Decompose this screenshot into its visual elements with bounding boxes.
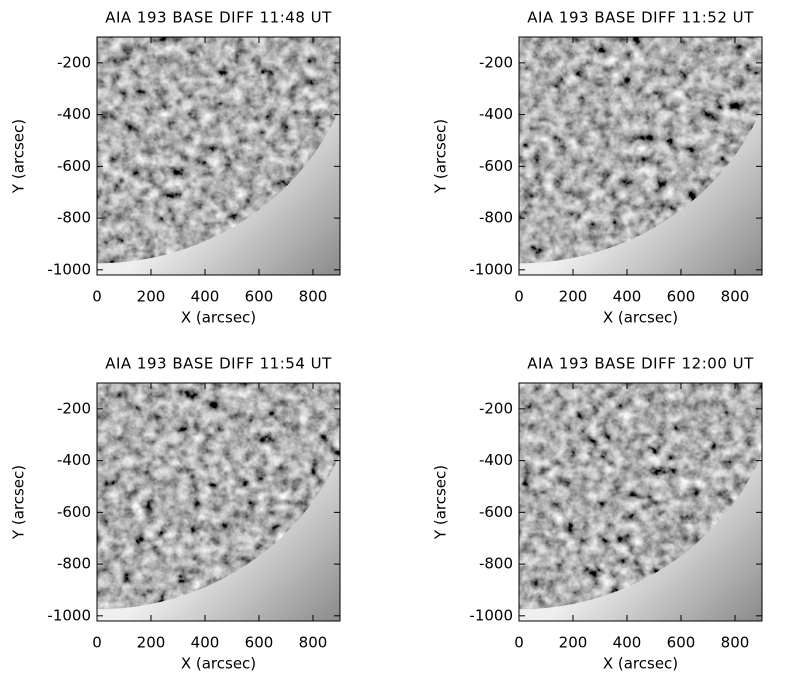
x-tick-label: 200 [559,634,588,652]
y-tick-label: -200 [57,53,91,71]
axes-frame [96,36,341,276]
x-tick-label: 200 [137,288,166,306]
y-tick-label: -800 [57,209,91,227]
y-tick-label: -800 [479,555,513,573]
y-tick-label: -400 [479,451,513,469]
x-tick-label: 800 [721,288,750,306]
x-tick-label: 600 [667,634,696,652]
y-tick-label: -800 [57,555,91,573]
x-tick-label: 800 [721,634,750,652]
y-tick-label: -600 [57,157,91,175]
x-tick-label: 0 [514,634,524,652]
x-tick-label: 800 [299,288,328,306]
y-axis-label: Y (arcsec) [10,119,28,194]
panel-title: AIA 193 BASE DIFF 12:00 UT [527,355,754,373]
panel-title: AIA 193 BASE DIFF 11:54 UT [105,355,332,373]
y-axis-label: Y (arcsec) [10,465,28,540]
y-tick-label: -400 [57,451,91,469]
panel-title: AIA 193 BASE DIFF 11:52 UT [527,9,754,27]
axes-frame [518,382,763,622]
x-tick-label: 0 [92,288,102,306]
y-axis-label: Y (arcsec) [432,465,450,540]
panel-title: AIA 193 BASE DIFF 11:48 UT [105,9,332,27]
x-axis-label: X (arcsec) [603,309,678,327]
image [519,383,762,621]
x-tick-label: 200 [137,634,166,652]
x-tick-label: 600 [667,288,696,306]
axes-frame [96,382,341,622]
image [519,37,762,275]
y-tick-label: -200 [479,53,513,71]
x-tick-label: 400 [191,634,220,652]
y-tick-label: -600 [479,157,513,175]
y-tick-label: -600 [57,503,91,521]
image [97,383,340,621]
x-tick-label: 200 [559,288,588,306]
y-tick-label: -1000 [47,260,91,278]
x-tick-label: 600 [245,634,274,652]
y-tick-label: -1000 [469,260,513,278]
x-tick-label: 600 [245,288,274,306]
y-tick-label: -1000 [47,606,91,624]
y-tick-label: -400 [57,105,91,123]
y-tick-label: -200 [479,399,513,417]
y-tick-label: -200 [57,399,91,417]
y-tick-label: -800 [479,209,513,227]
x-axis-label: X (arcsec) [603,655,678,673]
x-tick-label: 0 [514,288,524,306]
y-axis-label: Y (arcsec) [432,119,450,194]
y-tick-label: -1000 [469,606,513,624]
x-axis-label: X (arcsec) [181,655,256,673]
x-tick-label: 800 [299,634,328,652]
x-tick-label: 400 [613,634,642,652]
y-tick-label: -600 [479,503,513,521]
x-axis-label: X (arcsec) [181,309,256,327]
image [97,37,340,275]
x-tick-label: 400 [613,288,642,306]
axes-frame [518,36,763,276]
y-tick-label: -400 [479,105,513,123]
x-tick-label: 400 [191,288,220,306]
x-tick-label: 0 [92,634,102,652]
